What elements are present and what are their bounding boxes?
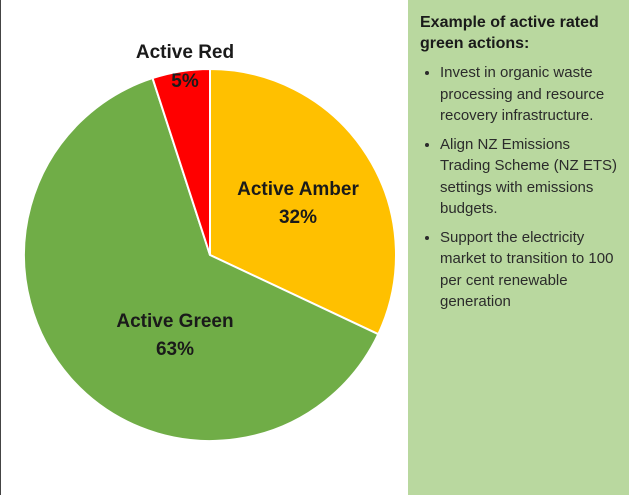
action-item: Align NZ Emissions Trading Scheme (NZ ET… <box>440 134 622 220</box>
chart: Active Amber 32% Active Green 63% Active Red… <box>0 0 397 495</box>
slice-label: Active Red <box>136 42 234 63</box>
panel-title: Example of active rated green actions: <box>420 14 599 52</box>
action-list: Invest in organic waste processing and r… <box>408 62 629 313</box>
slice-value-label: 5% <box>171 71 199 92</box>
slice-value-label: 63% <box>156 339 194 360</box>
slice-value-label: 32% <box>279 207 317 228</box>
slice-label: Active Amber <box>237 179 359 200</box>
pie-slice <box>209 67 397 336</box>
action-item: Support the electricity market to transi… <box>440 227 622 313</box>
side-panel: Example of active rated green actions: I… <box>408 0 629 495</box>
slice-label: Active Green <box>116 311 233 332</box>
pie-slice <box>23 76 380 442</box>
pie-slice <box>151 67 211 256</box>
action-item: Invest in organic waste processing and r… <box>440 62 622 127</box>
